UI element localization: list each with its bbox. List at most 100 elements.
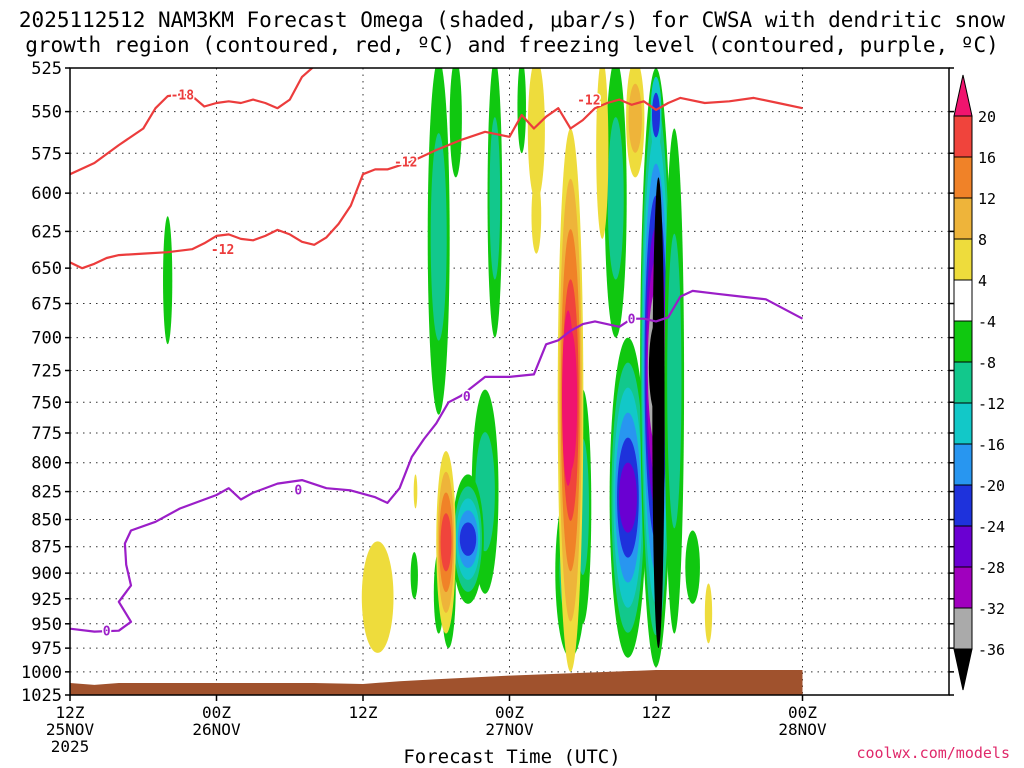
omega-contour — [704, 583, 713, 644]
y-tick-label: 675 — [31, 295, 62, 315]
omega-contour — [527, 68, 545, 201]
x-tick-label: 12Z — [349, 703, 378, 722]
y-tick-label: 650 — [31, 259, 62, 279]
dendritic-isotherm-line — [70, 96, 803, 270]
omega-contour — [163, 216, 173, 345]
omega-contour — [430, 133, 447, 341]
x-tick-label: 00Z — [788, 703, 817, 722]
y-tick-label: 975 — [31, 639, 62, 659]
omega-contour — [489, 117, 501, 280]
colorbar-label: -4 — [978, 313, 996, 331]
x-tick-label: 26NOV — [192, 720, 241, 739]
x-axis-title: Forecast Time (UTC) — [403, 746, 621, 768]
colorbar-label: -28 — [978, 559, 1005, 577]
x-tick-label: 00Z — [202, 703, 231, 722]
colorbar-label: 12 — [978, 190, 996, 208]
y-tick-label: 825 — [31, 483, 62, 503]
freezing-label-far: 0 — [628, 313, 636, 328]
y-tick-label: 800 — [31, 454, 62, 474]
colorbar-segment — [953, 197, 973, 240]
omega-contour — [651, 92, 661, 138]
colorbar-label: -16 — [978, 436, 1005, 454]
colorbar-segment — [953, 156, 973, 199]
omega-shading — [163, 68, 713, 672]
omega-contour — [596, 68, 609, 239]
chart-title-line2: growth region (contoured, red, ºC) and f… — [25, 33, 999, 57]
contour-label-upper: -18 — [171, 88, 195, 103]
omega-contour — [618, 462, 637, 533]
colorbar-label: -36 — [978, 641, 1005, 659]
omega-contour — [410, 552, 418, 599]
y-tick-label: 575 — [31, 144, 62, 164]
y-tick-label: 850 — [31, 511, 62, 531]
colorbar-segment — [953, 607, 973, 650]
y-tick-label: 750 — [31, 393, 62, 413]
omega-contour — [652, 177, 665, 649]
colorbar-label: -12 — [978, 395, 1005, 413]
x-tick-label: 25NOV — [46, 720, 95, 739]
colorbar-label: 4 — [978, 272, 987, 290]
y-tick-label: 725 — [31, 361, 62, 381]
colorbar-segment — [953, 484, 973, 527]
colorbar-segment — [953, 320, 973, 363]
omega-contour — [531, 177, 542, 254]
omega-contour — [449, 68, 462, 178]
colorbar-segment — [953, 443, 973, 486]
x-tick-label: 12Z — [642, 703, 671, 722]
y-tick-label: 525 — [31, 59, 62, 79]
colorbar-label: 16 — [978, 149, 996, 167]
contour-label-low: -12 — [211, 243, 234, 258]
y-tick-label: 700 — [31, 329, 62, 349]
y-axis: 525 550 575 600 625 650 675 700 725 750 775 800 825 8… — [21, 59, 954, 706]
freezing-label-left: 0 — [103, 625, 111, 640]
omega-contour — [517, 68, 526, 154]
colorbar-segment — [953, 238, 973, 281]
contour-label-mid-2: -12 — [577, 94, 600, 109]
omega-contour — [561, 310, 575, 486]
omega-contour — [685, 530, 700, 604]
y-tick-label: 600 — [31, 184, 62, 204]
colorbar-segment — [953, 402, 973, 445]
omega-contour — [459, 522, 477, 556]
freezing-label-mid: 0 — [294, 483, 302, 498]
omega-contour — [440, 513, 452, 572]
colorbar-arrow-bottom — [953, 648, 973, 691]
x-tick-label: 00Z — [495, 703, 524, 722]
colorbar-segment — [953, 361, 973, 404]
y-tick-label: 625 — [31, 222, 62, 242]
contour-lines: -18 -12 -12 -12 0 0 0 0 — [70, 68, 804, 641]
credit-text: coolwx.com/models — [856, 744, 1010, 762]
y-tick-label: 900 — [31, 564, 62, 584]
y-tick-label: 925 — [31, 590, 62, 610]
colorbar-segment — [953, 525, 973, 568]
x-tick-label: 28NOV — [778, 720, 827, 739]
y-tick-label: 775 — [31, 424, 62, 444]
contour-label-mid: -12 — [394, 155, 417, 170]
y-tick-label: 1000 — [21, 663, 62, 683]
omega-contour — [361, 541, 394, 653]
x-tick-label: 12Z — [56, 703, 85, 722]
omega-contour — [667, 233, 682, 529]
colorbar-label: -20 — [978, 477, 1005, 495]
dendritic-isotherm-line — [70, 68, 314, 176]
omega-contour — [413, 474, 418, 509]
freezing-label-right: 0 — [463, 390, 471, 405]
colorbar-segment — [953, 566, 973, 609]
colorbar-label: 20 — [978, 108, 996, 126]
freezing-level-line — [70, 289, 804, 633]
colorbar: 20 16 12 8 4 -4 -8 -12 -16 -20 -24 -28 -32 -36 — [953, 74, 1005, 691]
y-tick-label: 875 — [31, 538, 62, 558]
y-tick-label: 950 — [31, 615, 62, 635]
terrain-fill — [70, 670, 803, 695]
y-tick-label: 1025 — [21, 686, 62, 706]
colorbar-label: 8 — [978, 231, 987, 249]
colorbar-label: -24 — [978, 518, 1005, 536]
colorbar-label: -8 — [978, 354, 996, 372]
colorbar-arrow-top — [953, 74, 973, 117]
x-tick-label: 27NOV — [485, 720, 534, 739]
omega-contour — [607, 117, 624, 280]
colorbar-segment — [953, 279, 973, 322]
colorbar-segment — [953, 115, 973, 158]
terrain-surface — [70, 670, 803, 695]
